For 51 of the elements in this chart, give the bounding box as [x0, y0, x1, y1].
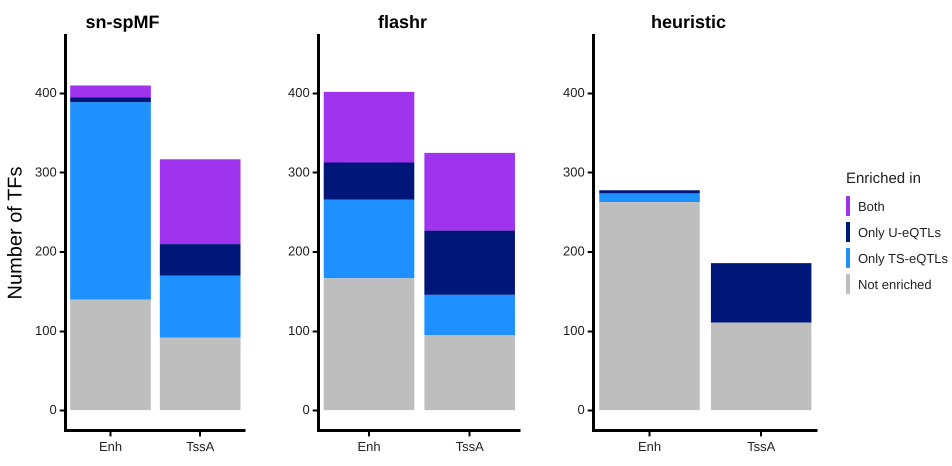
- bar: [710, 322, 812, 410]
- bar: [324, 92, 414, 162]
- bar: [424, 335, 515, 410]
- x-tick-label: Enh: [98, 438, 122, 454]
- bar: [160, 276, 241, 338]
- y-tick-label: 200: [562, 244, 585, 259]
- y-tick-label: 400: [288, 85, 310, 100]
- bar: [324, 200, 414, 278]
- bar: [710, 263, 812, 323]
- x-tick-label: TssA: [456, 438, 484, 454]
- y-tick-label: 100: [562, 322, 585, 338]
- chart-title: flashr: [378, 12, 428, 32]
- bar: [70, 300, 151, 410]
- y-tick-label: 100: [288, 322, 310, 338]
- y-tick-label: 0: [577, 402, 585, 418]
- y-tick-label: 0: [302, 402, 310, 418]
- y-tick-label: 400: [562, 85, 585, 100]
- bar: [599, 193, 700, 202]
- x-tick-label: TssA: [186, 438, 215, 454]
- x-tick-label: TssA: [747, 438, 776, 454]
- y-tick-label: 300: [34, 164, 57, 180]
- y-tick-label: 0: [49, 402, 57, 418]
- legend-title: Enriched in: [846, 170, 922, 187]
- bar: [70, 97, 151, 102]
- bar: [599, 190, 700, 194]
- y-tick-label: 100: [34, 322, 57, 338]
- bar: [324, 278, 414, 410]
- legend-label: Only TS-eQTLs: [858, 250, 948, 266]
- legend-label: Only U-eQTLs: [858, 224, 942, 240]
- y-tick-label: 300: [288, 164, 310, 180]
- y-tick-label: 200: [288, 244, 310, 259]
- bar: [70, 102, 151, 300]
- chart-title: heuristic: [650, 12, 726, 32]
- bar: [160, 159, 241, 244]
- bar: [424, 152, 515, 231]
- chart-title: sn-spMF: [86, 12, 160, 32]
- bar: [424, 230, 515, 295]
- bar: [70, 86, 151, 98]
- x-tick-label: Enh: [638, 438, 662, 454]
- bar: [160, 244, 241, 276]
- y-axis-title: Number of TFs: [4, 166, 27, 300]
- bar: [324, 162, 414, 200]
- legend-label: Both: [858, 198, 885, 214]
- x-tick-label: Enh: [357, 438, 381, 454]
- y-tick-label: 400: [34, 85, 57, 100]
- bar: [160, 338, 241, 410]
- legend-label: Not enriched: [858, 276, 932, 292]
- y-tick-label: 200: [34, 244, 57, 259]
- bar: [424, 294, 515, 336]
- bar: [599, 202, 700, 410]
- y-tick-label: 300: [562, 164, 585, 180]
